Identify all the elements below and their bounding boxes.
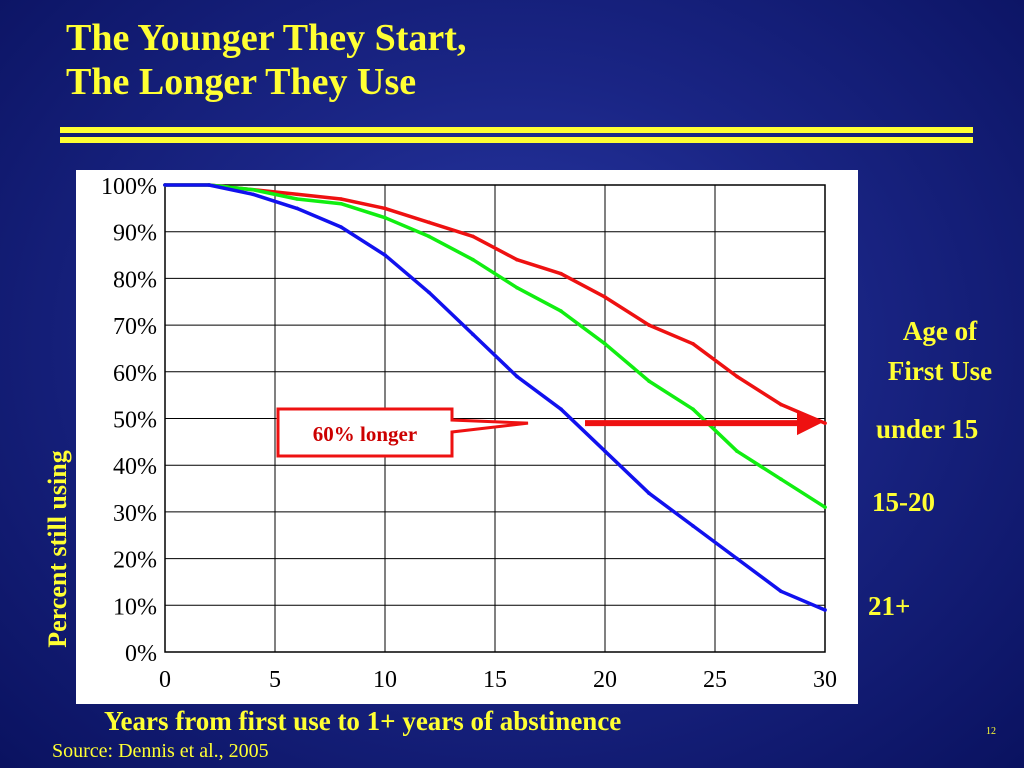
data-point [735,449,739,453]
legend-item-under-15: under 15 [876,414,979,444]
series-line-0 [163,183,827,425]
title-line-2: The Longer They Use [66,61,417,103]
data-point [823,608,827,612]
legend-item-21-plus: 21+ [868,591,911,621]
data-point [163,183,167,187]
x-tick-label: 5 [269,667,281,693]
data-point [603,449,607,453]
x-tick-labels: 0 5 10 15 20 25 30 [159,667,837,693]
callout-box [276,407,529,458]
x-tick-label: 30 [813,667,837,693]
callout-text: 60% longer [313,422,417,446]
chart-axes [164,184,826,653]
x-tick-label: 15 [483,667,507,693]
data-point [383,253,387,257]
series-line-1 [163,183,827,509]
data-point [691,341,695,346]
data-point [647,379,651,383]
y-tick-label: 80% [113,267,157,293]
x-tick-label: 10 [373,667,397,693]
data-point [383,215,387,220]
legend-title-line-2: First Use [887,356,993,386]
data-point [251,192,255,197]
legend-title: Age of First Use [872,311,1008,391]
chart-background [76,170,858,704]
data-point [339,201,343,206]
y-tick-label: 30% [113,501,157,527]
annotation-group: 60% longer [276,407,821,458]
x-axis-label: Years from first use to 1+ years of abst… [104,706,622,736]
plot-frame [164,184,826,653]
data-point [603,341,607,346]
data-point [515,285,519,290]
data-point [295,197,299,201]
data-point [735,556,739,561]
data-point [559,407,563,411]
data-point [471,332,475,337]
x-tick-label: 0 [159,667,171,693]
data-point [735,374,739,379]
x-tick-label: 20 [593,667,617,693]
legend-title-line-1: Age of [902,316,978,346]
source-citation: Source: Dennis et al., 2005 [52,740,269,762]
series-lines [163,183,827,612]
y-tick-label: 10% [113,594,157,620]
y-tick-labels: 0% 10% 20% 30% 40% 50% 60% 70% 80% 90% 100% [101,174,157,667]
y-tick-label: 0% [125,641,157,667]
data-point [207,183,211,187]
data-point [779,477,783,482]
slide-title: The Younger They Start, The Longer They … [66,16,466,104]
data-point [779,589,783,594]
data-point [295,192,299,197]
y-tick-label: 40% [113,454,157,480]
data-point [647,323,651,327]
y-tick-label: 100% [101,174,157,200]
data-point [251,187,255,192]
legend-item-15-20: 15-20 [872,487,935,517]
data-point [339,225,343,229]
data-point [295,206,299,211]
data-point [823,421,827,425]
data-point [779,402,783,407]
data-point [559,271,563,276]
data-point [427,234,431,239]
page-number: 12 [986,726,996,737]
data-point [515,257,519,262]
title-rule-top [60,127,973,133]
data-point [691,407,695,411]
data-point [427,220,431,225]
data-point [603,295,607,299]
data-point [647,491,651,496]
data-point [559,309,563,313]
data-point [339,197,343,201]
y-tick-label: 20% [113,548,157,574]
title-line-1: The Younger They Start, [66,17,467,59]
data-point [471,257,475,262]
data-point [383,206,387,211]
x-tick-label: 25 [703,667,727,693]
series-line-2 [163,183,827,612]
title-rule-bottom [60,137,973,143]
y-tick-label: 70% [113,314,157,340]
y-tick-label: 60% [113,361,157,387]
data-point [515,374,519,379]
data-point [691,524,695,528]
annotation-arrow-head [797,411,821,436]
data-point [823,505,827,510]
data-point [427,290,431,295]
y-axis-label: Percent still using [43,450,72,648]
data-point [471,234,475,239]
y-tick-label: 50% [113,408,157,434]
y-tick-label: 90% [113,221,157,247]
